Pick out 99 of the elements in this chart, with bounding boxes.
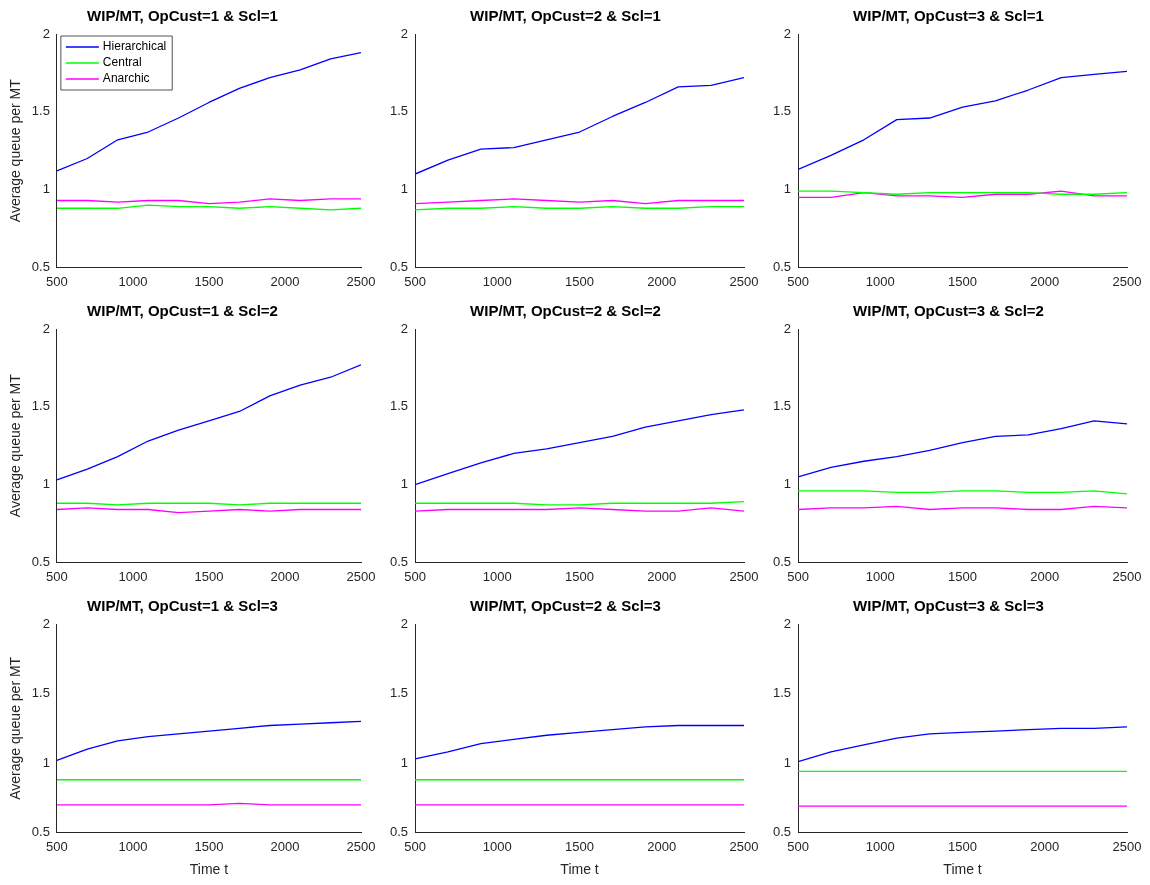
x-tick-label: 1000: [865, 838, 895, 854]
y-tick-label: 0.5: [389, 824, 409, 840]
x-tick-label: 500: [787, 838, 809, 854]
x-tick-label: 2500: [1112, 838, 1142, 854]
x-tick-label: 1500: [948, 273, 977, 289]
x-tick-label: 2500: [729, 273, 759, 289]
chart-title: WIP/MT, OpCust=3 & Scl=2: [853, 302, 1044, 320]
y-tick-label: 1: [783, 754, 792, 770]
chart-title: WIP/MT, OpCust=2 & Scl=3: [470, 597, 661, 615]
y-tick-label: 2: [783, 25, 792, 41]
y-tick-label: 0.5: [772, 824, 792, 840]
x-tick-label: 1500: [948, 838, 977, 854]
x-tick-label: 500: [787, 273, 809, 289]
x-tick-label: 2000: [1030, 838, 1060, 854]
x-tick-label: 500: [46, 568, 68, 584]
legend-label: Hierarchical: [102, 39, 167, 54]
y-tick-label: 1: [783, 476, 792, 492]
x-tick-label: 2000: [647, 568, 677, 584]
y-tick-label: 2: [783, 320, 792, 336]
x-axis-title: Time t: [560, 861, 599, 878]
y-tick-label: 0.5: [31, 553, 50, 569]
x-tick-label: 1000: [865, 568, 895, 584]
y-tick-label: 1.5: [389, 398, 409, 414]
x-tick-label: 2500: [346, 273, 376, 289]
x-tick-label: 1000: [865, 273, 895, 289]
y-tick-label: 1: [400, 181, 409, 197]
x-tick-label: 2000: [270, 568, 300, 584]
x-tick-label: 2000: [647, 273, 677, 289]
y-tick-label: 1.5: [31, 398, 50, 414]
y-tick-label: 0.5: [389, 258, 409, 274]
y-axis-title: Average queue per MT: [7, 656, 24, 800]
chart-title: WIP/MT, OpCust=2 & Scl=1: [470, 7, 661, 25]
chart-title: WIP/MT, OpCust=1 & Scl=2: [87, 302, 278, 320]
y-tick-label: 1: [42, 476, 50, 492]
y-tick-label: 2: [42, 615, 50, 631]
x-tick-label: 1500: [565, 568, 594, 584]
y-tick-label: 1.5: [389, 103, 409, 119]
y-tick-label: 0.5: [772, 258, 792, 274]
y-tick-label: 2: [42, 320, 50, 336]
x-tick-label: 500: [404, 838, 426, 854]
x-tick-label: 2000: [270, 838, 300, 854]
x-tick-label: 1000: [118, 273, 148, 289]
y-tick-label: 1: [783, 181, 792, 197]
y-axis-title: Average queue per MT: [7, 78, 24, 223]
x-axis-title: Time t: [943, 861, 982, 878]
y-tick-label: 1.5: [772, 103, 792, 119]
x-tick-label: 500: [787, 568, 809, 584]
y-tick-label: 1.5: [31, 685, 50, 701]
x-tick-label: 500: [46, 838, 68, 854]
chart-title: WIP/MT, OpCust=3 & Scl=3: [853, 597, 1044, 615]
x-tick-label: 1000: [482, 838, 512, 854]
legend-label: Anarchic: [102, 71, 150, 86]
y-tick-label: 2: [400, 615, 409, 631]
x-tick-label: 2500: [1112, 568, 1142, 584]
y-tick-label: 1.5: [772, 685, 792, 701]
x-tick-label: 2000: [1030, 273, 1060, 289]
y-tick-label: 0.5: [389, 553, 409, 569]
x-tick-label: 2500: [346, 838, 376, 854]
chart-title: WIP/MT, OpCust=1 & Scl=3: [87, 597, 278, 615]
y-axis-title: Average queue per MT: [7, 373, 24, 518]
y-tick-label: 0.5: [772, 553, 792, 569]
x-tick-label: 1500: [194, 273, 224, 289]
chart-title: WIP/MT, OpCust=3 & Scl=1: [853, 7, 1044, 25]
x-tick-label: 1500: [194, 838, 224, 854]
chart-title: WIP/MT, OpCust=1 & Scl=1: [87, 7, 278, 25]
x-tick-label: 1500: [565, 838, 594, 854]
x-axis-title: Time t: [189, 861, 229, 878]
x-tick-label: 2500: [729, 568, 759, 584]
chart-title: WIP/MT, OpCust=2 & Scl=2: [470, 302, 661, 320]
y-tick-label: 2: [400, 320, 409, 336]
y-tick-label: 1: [400, 754, 409, 770]
x-tick-label: 500: [404, 568, 426, 584]
x-tick-label: 2500: [729, 838, 759, 854]
x-tick-label: 2500: [1112, 273, 1142, 289]
y-tick-label: 0.5: [31, 258, 50, 274]
y-tick-label: 1: [400, 476, 409, 492]
y-tick-label: 1: [42, 181, 50, 197]
y-tick-label: 1.5: [772, 398, 792, 414]
y-tick-label: 1.5: [389, 685, 409, 701]
x-tick-label: 1000: [118, 568, 148, 584]
x-tick-label: 1000: [118, 838, 148, 854]
x-tick-label: 1500: [194, 568, 224, 584]
x-tick-label: 1000: [482, 568, 512, 584]
x-tick-label: 1500: [948, 568, 977, 584]
y-tick-label: 1: [42, 754, 50, 770]
x-tick-label: 2000: [647, 838, 677, 854]
x-tick-label: 2000: [1030, 568, 1060, 584]
legend-label: Central: [102, 55, 142, 70]
y-tick-label: 2: [400, 25, 409, 41]
y-tick-label: 2: [42, 25, 50, 41]
x-tick-label: 1000: [482, 273, 512, 289]
x-tick-label: 1500: [565, 273, 594, 289]
x-tick-label: 2500: [346, 568, 376, 584]
y-tick-label: 2: [783, 615, 792, 631]
y-tick-label: 1.5: [31, 103, 50, 119]
x-tick-label: 2000: [270, 273, 300, 289]
x-tick-label: 500: [404, 273, 426, 289]
y-tick-label: 0.5: [31, 824, 50, 840]
x-tick-label: 500: [46, 273, 68, 289]
